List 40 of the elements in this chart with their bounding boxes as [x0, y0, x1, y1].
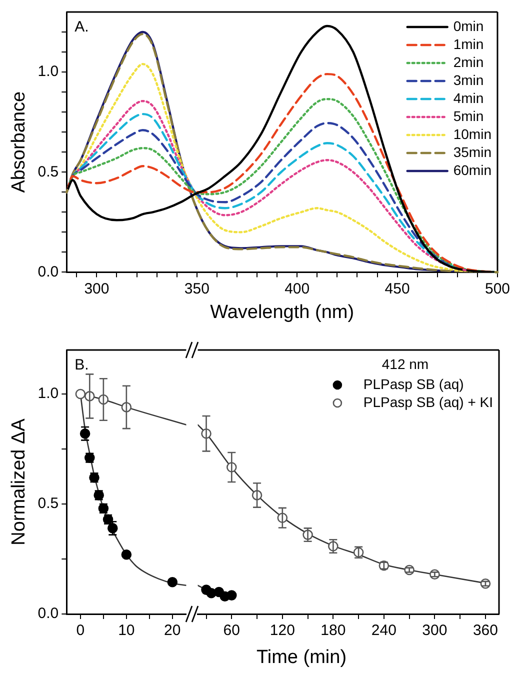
x-tick-label: 120 [270, 622, 295, 640]
y-tick-label: 1.0 [38, 385, 59, 402]
legend-label: 10min [453, 126, 492, 142]
x-tick-label: 0 [76, 622, 85, 640]
x-tick-label: 360 [472, 622, 498, 640]
x-tick-label: 20 [164, 622, 181, 640]
legend-label: 2min [453, 54, 484, 70]
legend-label: 1min [453, 36, 484, 52]
point [75, 388, 86, 400]
x-tick-label: 300 [84, 280, 110, 298]
y-tick-label: 0.5 [38, 495, 59, 512]
legend-label: 3min [453, 72, 484, 88]
y-tick-label: 1.0 [38, 63, 59, 80]
x-tick-label: 10 [118, 622, 135, 640]
x-tick-label: 400 [284, 280, 310, 298]
legend-label: 35min [453, 144, 492, 160]
legend-label: 0min [453, 18, 484, 34]
text: B. [74, 356, 89, 374]
y-tick-label: 0.5 [38, 163, 59, 180]
x-axis-title: Time (min) [255, 647, 348, 669]
x-tick-label: 450 [384, 280, 410, 298]
legend-title: 412 nm [382, 356, 429, 372]
legend-label: 4min [453, 90, 484, 106]
x-tick-label: 500 [484, 280, 510, 298]
text: A. [74, 18, 89, 36]
legend-label: 60min [453, 162, 492, 178]
y-tick-label: 0.0 [38, 605, 59, 622]
y-axis-title: Normalized ΔA [8, 418, 30, 546]
legend-label: PLPasp SB (aq) [363, 376, 464, 392]
x-tick-label: 350 [184, 280, 210, 298]
x-tick-label: 60 [223, 622, 240, 640]
x-tick-label: 180 [320, 622, 346, 640]
y-tick-label: 0.0 [38, 263, 59, 280]
x-tick-label: 240 [371, 622, 396, 640]
legend-label: PLPasp SB (aq) + KI [363, 394, 494, 410]
legend-label: 5min [453, 108, 484, 124]
x-tick-label: 300 [422, 622, 448, 640]
x-axis-title: Wavelength (nm) [210, 302, 354, 323]
point [226, 590, 237, 600]
y-axis-title: Absorbance [8, 91, 30, 193]
